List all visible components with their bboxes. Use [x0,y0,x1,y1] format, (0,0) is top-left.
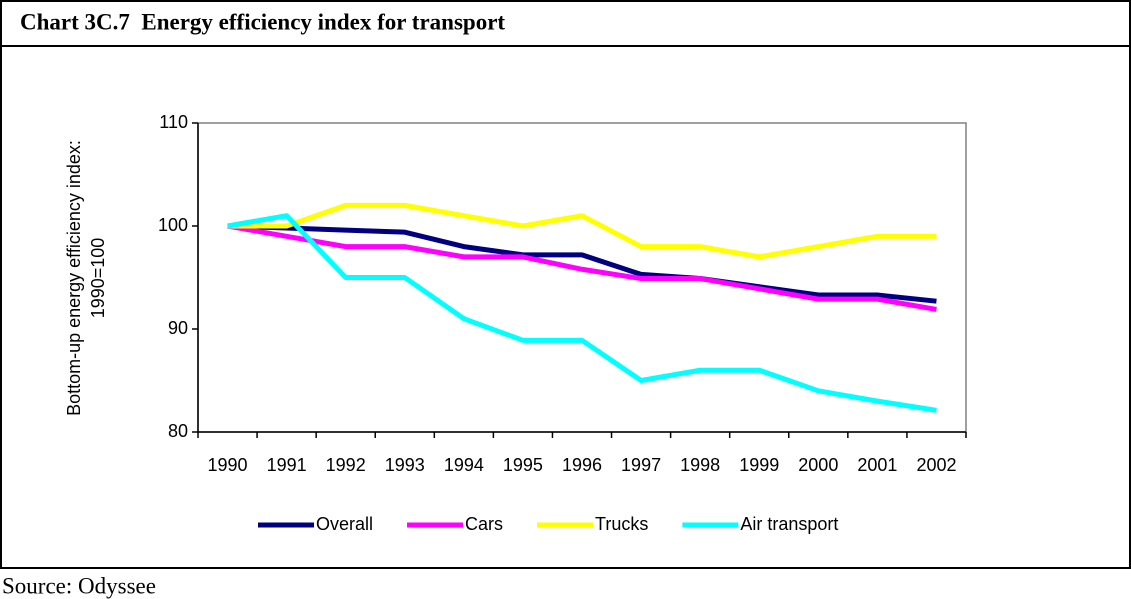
legend-label: Air transport [740,514,838,534]
x-tick-label: 1992 [326,455,366,475]
x-tick-label: 1995 [503,455,543,475]
x-tick-label: 1991 [267,455,307,475]
series-line [227,213,937,413]
source: Source: Odyssee [2,573,156,598]
y-tick-label: 100 [158,215,188,235]
y-tick-label: 90 [168,318,188,338]
frame [0,0,1131,569]
x-tick-label: 1990 [208,455,248,475]
x-tick-label: 1998 [680,455,720,475]
x-tick-label: 1997 [621,455,661,475]
x-tick-label: 1993 [385,455,425,475]
x-tick-label: 1996 [562,455,602,475]
chart-title: Chart 3C.7 Energy efficiency index for t… [20,9,505,34]
y-tick-label: 80 [168,421,188,441]
x-tick-label: 2001 [857,455,897,475]
series-line [227,202,937,260]
legend-label: Trucks [595,514,648,534]
x-tick-label: 2002 [916,455,956,475]
series-line [227,223,937,312]
x-tick-label: 2000 [798,455,838,475]
legend-label: Overall [316,514,373,534]
x-tick-label: 1994 [444,455,484,475]
series-line [227,223,937,304]
y-axis-label: Bottom-up energy efficiency index: [64,140,84,416]
y-tick-label: 110 [159,112,188,132]
y-axis-label: 1990=100 [88,238,108,319]
plot-area [197,122,967,433]
legend-label: Cars [465,514,503,534]
x-tick-label: 1999 [739,455,779,475]
